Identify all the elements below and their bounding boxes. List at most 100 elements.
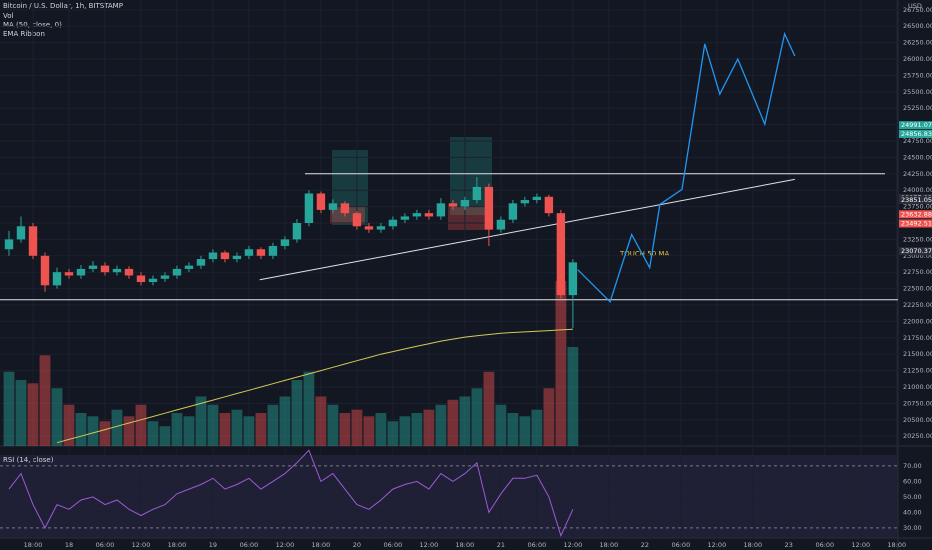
candle-body xyxy=(208,252,218,260)
x-tick-label: 18:00 xyxy=(887,541,906,549)
y-tick-label: 21250.00 xyxy=(903,367,932,375)
candle-body xyxy=(352,213,362,227)
y-tick-label: 22750.00 xyxy=(903,268,932,276)
candle-body xyxy=(460,200,470,207)
x-tick-label: 19 xyxy=(209,541,217,549)
x-tick-label: 23 xyxy=(785,541,793,549)
volume-bar xyxy=(27,383,39,446)
volume-bar xyxy=(207,404,219,446)
volume-bar xyxy=(315,396,327,446)
x-tick-label: 12:00 xyxy=(851,541,870,549)
volume-bar xyxy=(279,396,291,446)
candle-body xyxy=(508,203,518,220)
candle-body xyxy=(184,265,194,269)
candle-body xyxy=(340,203,350,214)
volume-bar xyxy=(303,371,315,446)
title: Bitcoin / U.S. Dollar, 1h, BITSTAMP xyxy=(3,2,123,10)
candle-body xyxy=(316,193,326,210)
x-tick-label: 06:00 xyxy=(384,541,403,549)
volume-bar xyxy=(387,421,399,446)
candle-body xyxy=(28,226,38,256)
x-tick-label: 21 xyxy=(497,541,505,549)
x-tick-label: 22 xyxy=(641,541,649,549)
y-tick-label: 20750.00 xyxy=(903,399,932,407)
volume-bar xyxy=(423,409,435,446)
zone xyxy=(448,206,492,230)
candle-body xyxy=(172,268,182,276)
volume-bar xyxy=(171,413,183,446)
volume-bar xyxy=(75,413,87,446)
x-tick-label: 18 xyxy=(65,541,73,549)
volume-bar xyxy=(459,396,471,446)
volume-bar xyxy=(411,413,423,446)
volume-bar xyxy=(363,416,375,446)
y-tick-label: 23250.00 xyxy=(903,235,932,243)
volume-bar xyxy=(135,404,147,446)
candle-body xyxy=(16,226,26,240)
x-tick-label: 12:00 xyxy=(132,541,151,549)
rsi-tick-label: 60.00 xyxy=(903,477,922,485)
candle-body xyxy=(112,268,122,273)
volume-bar xyxy=(339,413,351,446)
y-tick-label: 22250.00 xyxy=(903,301,932,309)
candle-body xyxy=(544,196,554,214)
x-tick-label: 12:00 xyxy=(420,541,439,549)
candle-body xyxy=(196,259,206,266)
candle-body xyxy=(532,196,542,201)
volume-bar xyxy=(63,404,75,446)
candle-body xyxy=(232,255,242,260)
volume-bar xyxy=(483,371,495,446)
candle-body xyxy=(64,272,74,276)
volume-bar xyxy=(123,416,135,446)
candle-body xyxy=(484,186,494,230)
candle-body xyxy=(100,265,110,273)
volume-bar xyxy=(87,416,99,446)
candle-body xyxy=(40,255,50,286)
price-label-box xyxy=(899,247,932,256)
y-tick-label: 25750.00 xyxy=(903,71,932,79)
volume-bar xyxy=(195,396,207,446)
price-label-box xyxy=(899,130,932,139)
price-label: 23632.88 xyxy=(901,210,932,218)
x-tick-label: 06:00 xyxy=(240,541,259,549)
candle-body xyxy=(364,226,374,230)
x-tick-label: 06:00 xyxy=(671,541,690,549)
volume-bar xyxy=(219,413,231,446)
price-label: 23070.37 xyxy=(901,247,932,255)
rsi-tick-label: 30.00 xyxy=(903,524,922,532)
y-tick-label: 24000.00 xyxy=(903,186,932,194)
candle-body xyxy=(88,265,98,269)
legend: RSI (14, close) xyxy=(3,456,54,464)
candle-body xyxy=(76,268,86,276)
candle-body xyxy=(436,203,446,217)
rsi-tick-label: 50.00 xyxy=(903,493,922,501)
y-tick-label: 21500.00 xyxy=(903,350,932,358)
volume-bar xyxy=(255,413,267,446)
legend: EMA Ribbon xyxy=(3,30,45,38)
volume-bar xyxy=(183,416,195,446)
volume-bar xyxy=(531,409,543,446)
volume-bar xyxy=(243,416,255,446)
volume-bar xyxy=(471,388,483,446)
annotation: TOUCH 50 MA xyxy=(619,250,669,258)
candle-body xyxy=(268,245,278,256)
volume-bar xyxy=(555,281,567,446)
volume-bar xyxy=(39,355,51,446)
ma-line xyxy=(56,328,573,444)
volume-bar xyxy=(147,421,159,446)
x-tick-label: 06:00 xyxy=(528,541,547,549)
candle-body xyxy=(496,219,506,230)
candle-body xyxy=(424,213,434,217)
volume-bar xyxy=(567,347,579,446)
candle-body xyxy=(472,186,482,201)
axis-label: USD xyxy=(908,2,922,10)
zone xyxy=(332,150,368,225)
candle-body xyxy=(304,193,314,223)
volume-bar xyxy=(375,413,387,446)
candle-body xyxy=(556,213,566,296)
volume-bar xyxy=(51,388,63,446)
volume-bar xyxy=(447,399,459,446)
y-tick-label: 24250.00 xyxy=(903,170,932,178)
volume-bar xyxy=(267,404,279,446)
candle-body xyxy=(388,219,398,227)
